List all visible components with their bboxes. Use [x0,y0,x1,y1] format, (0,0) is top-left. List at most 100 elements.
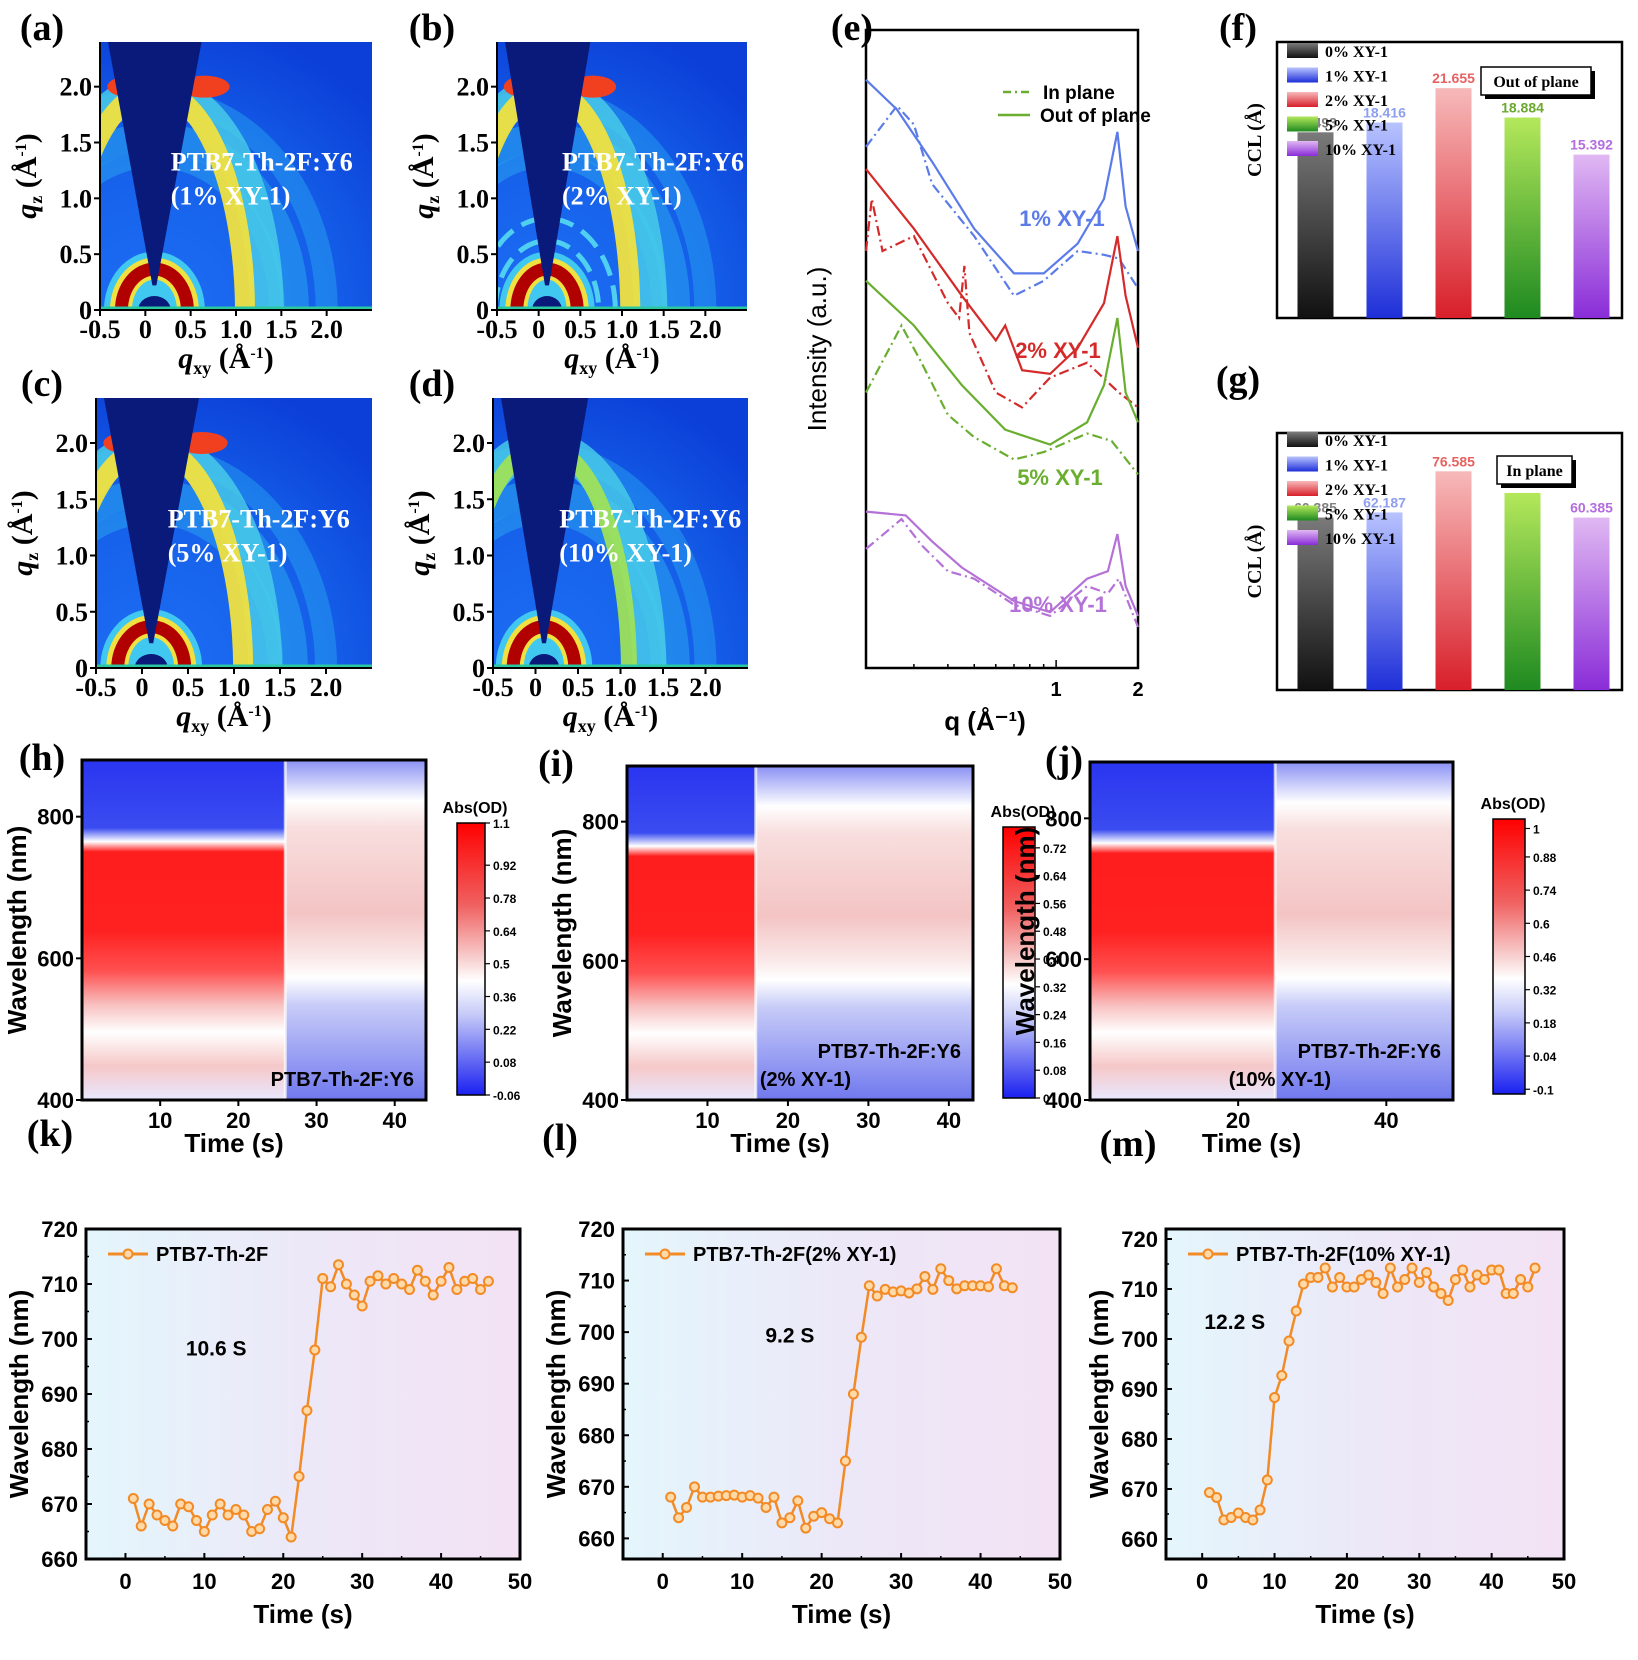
y-tick-label: 0 [476,296,489,325]
y-tick-label: 1.5 [457,129,490,158]
x-tick-label: 1.0 [606,315,639,344]
y-axis-label-group: Wavelength (nm) [1010,827,1040,1035]
data-point [285,1531,297,1543]
x-tick-label: 10 [1262,1569,1286,1594]
pre-transition-region [82,760,286,1100]
colorbar-title: Abs(OD) [443,800,508,817]
x-tick-label: -0.5 [79,315,120,344]
data-point [768,1491,780,1503]
data-point [443,1262,455,1273]
y-axis-label: Wavelength (nm) [1084,1290,1114,1498]
colorbar-tick-label: 0.04 [1533,1050,1557,1064]
bar [1297,132,1334,318]
y-tick-label: 670 [41,1492,78,1517]
legend-label: PTB7-Th-2F [156,1244,268,1266]
data-point [681,1501,693,1513]
bar [1366,512,1403,690]
data-point [1254,1504,1266,1516]
legend-swatch [1287,67,1318,83]
data-point [1290,1305,1302,1317]
x-tick-label: 20 [271,1569,295,1594]
plot-frame [625,764,975,1102]
sample-annotation: PTB7-Th-2F:Y6 [168,505,350,534]
data-point [1261,1474,1273,1486]
post-transition-region [755,766,973,1100]
data-point [309,1344,321,1356]
colorbar-tick-label: 0.08 [1043,1064,1067,1078]
sample-annotation: PTB7-Th-2F:Y6 [271,1069,414,1091]
panel-label-l: (l) [542,1117,578,1159]
pre-transition-region [1090,762,1276,1100]
colorbar-tick-label: 0.64 [1043,870,1067,884]
colorbar-tick-label: 0.18 [1533,1017,1557,1031]
y-tick-label: 0 [79,296,92,325]
bar [1435,471,1472,690]
x-axis-label: qxy (Å-1) [176,700,271,736]
x-tick-label: 0 [139,315,152,344]
y-tick-label: 2.0 [56,429,89,458]
y-tick-label: 800 [37,805,74,830]
y-tick-label: 700 [578,1320,615,1345]
bar [1435,88,1472,319]
post-transition-region [1275,762,1453,1100]
x-axis-label: Time (s) [792,1599,891,1629]
y-tick-label: 720 [578,1217,615,1242]
in-plane-curve [865,517,1140,628]
y-tick-label: 600 [582,949,619,974]
legend-swatch [1287,432,1318,447]
data-point [665,1491,677,1503]
data-point [1421,1267,1433,1278]
x-axis-label: Time (s) [1315,1599,1414,1629]
legend-swatch [1287,92,1318,107]
x-tick-label: 2.0 [689,673,722,702]
data-point [396,1278,408,1290]
data-point [269,1495,281,1507]
panel-label-i: (i) [538,743,574,785]
y-tick-label: 800 [1045,806,1082,831]
y-tick-label: 0.5 [453,598,486,627]
giwaxs-image [493,398,748,668]
x-tick-label: 50 [1048,1569,1072,1594]
x-tick-label: 30 [350,1569,374,1594]
bar [1504,492,1541,690]
y-axis-label-group: Wavelength (nm) [2,826,32,1034]
legend-label-out-of-plane: Out of plane [1040,106,1151,127]
colorbar [1492,818,1526,1095]
legend-label: 10% XY-1 [1325,531,1396,548]
data-point [1297,1278,1309,1290]
colorbar-tick-label: 0.24 [1043,1009,1067,1023]
y-tick-label: 400 [582,1088,619,1113]
data-point [325,1281,337,1293]
series-label: 2% XY-1 [1015,338,1101,363]
data-point [222,1509,234,1521]
x-tick-label: 40 [968,1569,992,1594]
data-point [190,1515,202,1526]
data-point [364,1275,376,1287]
plot-frame [84,1227,522,1561]
sample-annotation: PTB7-Th-2F:Y6 [559,505,741,534]
panel-label-g: (g) [1216,359,1260,401]
y-axis-label: qz (Å-1) [407,133,443,218]
colorbar-tick-label: 0.6 [1533,917,1550,931]
x-axis-label: q (Å⁻¹) [944,706,1026,736]
x-tick-label: 30 [304,1108,328,1133]
data-point [482,1275,494,1287]
data-point [1326,1281,1338,1293]
heatmap-image [82,760,426,1100]
y-tick-label: 1.0 [56,542,89,571]
sample-annotation: (1% XY-1) [171,182,291,211]
colorbar-tick-label: 0.22 [493,1023,517,1037]
data-point [1203,1487,1215,1498]
y-tick-label: 680 [1121,1427,1158,1452]
out-of-plane-curve [865,168,1140,376]
data-point [1276,1370,1288,1381]
data-point [784,1512,796,1524]
legend-swatch-marker [659,1248,671,1260]
data-point [127,1493,139,1504]
y-tick-label: 1.5 [56,485,89,514]
x-tick-label: 1.5 [647,315,680,344]
y-axis-label: Intensity (a.u.) [802,267,832,432]
panel-label-a: (a) [20,7,64,49]
data-point [143,1498,155,1510]
